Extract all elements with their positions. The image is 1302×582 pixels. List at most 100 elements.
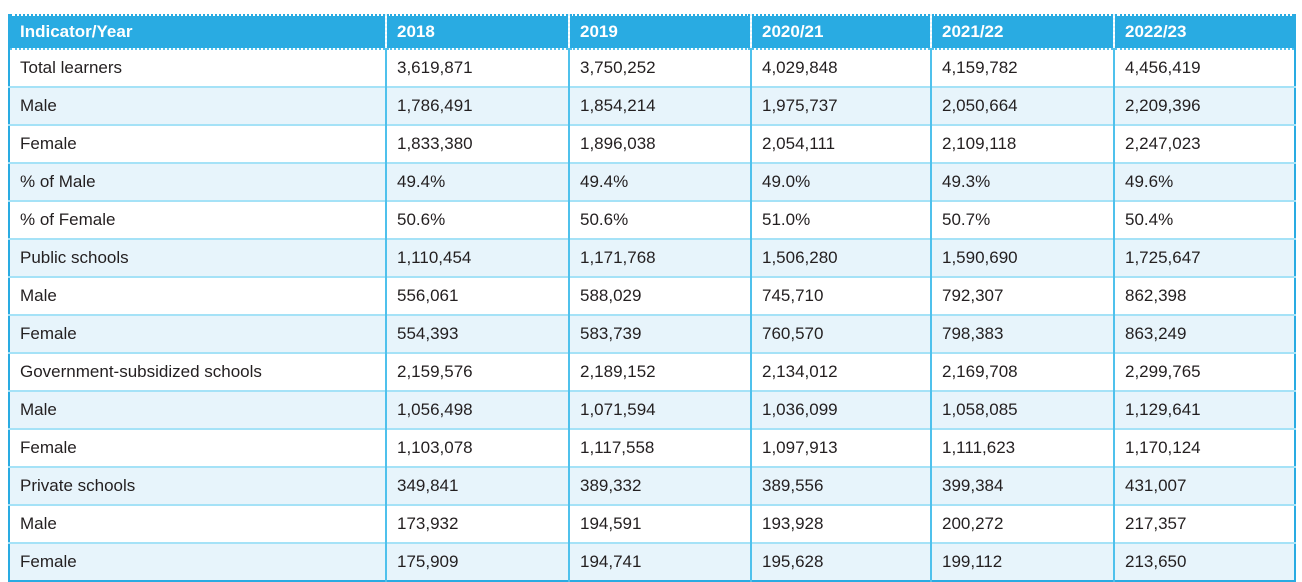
- indicator-cell: Female: [9, 428, 386, 467]
- value-cell: 862,398: [1113, 276, 1295, 315]
- indicator-cell: Male: [9, 390, 386, 429]
- value-cell: 760,570: [750, 314, 931, 353]
- value-cell: 1,110,454: [385, 238, 569, 277]
- value-cell: 792,307: [930, 276, 1114, 315]
- value-cell: 1,058,085: [930, 390, 1114, 429]
- value-cell: 2,159,576: [385, 352, 569, 391]
- value-cell: 1,833,380: [385, 124, 569, 163]
- value-cell: 193,928: [750, 504, 931, 543]
- indicator-cell: Female: [9, 124, 386, 163]
- value-cell: 583,739: [568, 314, 751, 353]
- value-cell: 1,129,641: [1113, 390, 1295, 429]
- value-cell: 349,841: [385, 466, 569, 505]
- value-cell: 175,909: [385, 542, 569, 581]
- indicator-cell: Female: [9, 542, 386, 581]
- value-cell: 199,112: [930, 542, 1114, 581]
- value-cell: 588,029: [568, 276, 751, 315]
- value-cell: 50.6%: [568, 200, 751, 239]
- table-row: Total learners 3,619,871 3,750,252 4,029,84…: [9, 49, 1295, 87]
- indicator-cell: Male: [9, 504, 386, 543]
- indicator-cell: Male: [9, 276, 386, 315]
- value-cell: 195,628: [750, 542, 931, 581]
- value-cell: 50.4%: [1113, 200, 1295, 239]
- value-cell: 49.4%: [385, 162, 569, 201]
- table-row: Female 1,833,380 1,896,038 2,054,111 2,109,1…: [9, 124, 1295, 163]
- value-cell: 2,054,111: [750, 124, 931, 163]
- value-cell: 431,007: [1113, 466, 1295, 505]
- indicator-cell: Private schools: [9, 466, 386, 505]
- value-cell: 1,036,099: [750, 390, 931, 429]
- value-cell: 389,556: [750, 466, 931, 505]
- value-cell: 194,741: [568, 542, 751, 581]
- value-cell: 1,056,498: [385, 390, 569, 429]
- value-cell: 1,071,594: [568, 390, 751, 429]
- value-cell: 194,591: [568, 504, 751, 543]
- column-header-2019: 2019: [568, 15, 751, 50]
- value-cell: 1,896,038: [568, 124, 751, 163]
- value-cell: 1,725,647: [1113, 238, 1295, 277]
- value-cell: 1,590,690: [930, 238, 1114, 277]
- table-row: % of Female 50.6% 50.6% 51.0% 50.7% 50.4%: [9, 200, 1295, 239]
- value-cell: 213,650: [1113, 542, 1295, 581]
- value-cell: 50.6%: [385, 200, 569, 239]
- value-cell: 217,357: [1113, 504, 1295, 543]
- value-cell: 4,029,848: [750, 49, 931, 87]
- value-cell: 745,710: [750, 276, 931, 315]
- table-row: % of Male 49.4% 49.4% 49.0% 49.3% 49.6%: [9, 162, 1295, 201]
- table-row: Public schools 1,110,454 1,171,768 1,506,28…: [9, 238, 1295, 277]
- value-cell: 3,619,871: [385, 49, 569, 87]
- table-row: Government-subsidized schools 2,159,576 2,…: [9, 352, 1295, 391]
- table-row: Male 1,056,498 1,071,594 1,036,099 1,058,085…: [9, 390, 1295, 429]
- value-cell: 2,050,664: [930, 86, 1114, 125]
- indicator-cell: Public schools: [9, 238, 386, 277]
- value-cell: 1,103,078: [385, 428, 569, 467]
- value-cell: 2,299,765: [1113, 352, 1295, 391]
- value-cell: 556,061: [385, 276, 569, 315]
- value-cell: 2,209,396: [1113, 86, 1295, 125]
- value-cell: 1,170,124: [1113, 428, 1295, 467]
- table-row: Female 1,103,078 1,117,558 1,097,913 1,111,6…: [9, 428, 1295, 467]
- table-row: Female 554,393 583,739 760,570 798,383 863,24…: [9, 314, 1295, 353]
- column-header-2021-22: 2021/22: [930, 15, 1114, 50]
- column-header-2020-21: 2020/21: [750, 15, 931, 50]
- indicator-cell: Male: [9, 86, 386, 125]
- value-cell: 798,383: [930, 314, 1114, 353]
- indicator-cell: Government-subsidized schools: [9, 352, 386, 391]
- header-row: Indicator/Year 2018 2019 2020/21 2021/22…: [9, 15, 1295, 50]
- table-row: Male 1,786,491 1,854,214 1,975,737 2,050,664…: [9, 86, 1295, 125]
- column-header-2018: 2018: [385, 15, 569, 50]
- value-cell: 2,247,023: [1113, 124, 1295, 163]
- value-cell: 389,332: [568, 466, 751, 505]
- table-row: Male 556,061 588,029 745,710 792,307 862,398: [9, 276, 1295, 315]
- learners-table-container: Indicator/Year 2018 2019 2020/21 2021/22…: [8, 14, 1296, 582]
- value-cell: 200,272: [930, 504, 1114, 543]
- value-cell: 1,975,737: [750, 86, 931, 125]
- value-cell: 1,506,280: [750, 238, 931, 277]
- value-cell: 49.3%: [930, 162, 1114, 201]
- table-row: Female 175,909 194,741 195,628 199,112 213,65…: [9, 542, 1295, 581]
- value-cell: 1,117,558: [568, 428, 751, 467]
- indicator-cell: % of Female: [9, 200, 386, 239]
- value-cell: 2,109,118: [930, 124, 1114, 163]
- value-cell: 399,384: [930, 466, 1114, 505]
- value-cell: 1,786,491: [385, 86, 569, 125]
- value-cell: 1,111,623: [930, 428, 1114, 467]
- value-cell: 49.0%: [750, 162, 931, 201]
- column-header-indicator-year: Indicator/Year: [9, 15, 386, 50]
- column-header-2022-23: 2022/23: [1113, 15, 1295, 50]
- value-cell: 3,750,252: [568, 49, 751, 87]
- table-header: Indicator/Year 2018 2019 2020/21 2021/22…: [9, 15, 1295, 50]
- value-cell: 554,393: [385, 314, 569, 353]
- value-cell: 51.0%: [750, 200, 931, 239]
- value-cell: 49.6%: [1113, 162, 1295, 201]
- value-cell: 1,854,214: [568, 86, 751, 125]
- indicator-cell: Total learners: [20, 58, 123, 77]
- value-cell: 4,456,419: [1113, 49, 1295, 87]
- table-row: Private schools 349,841 389,332 389,556 399,…: [9, 466, 1295, 505]
- value-cell: 863,249: [1113, 314, 1295, 353]
- value-cell: 49.4%: [568, 162, 751, 201]
- value-cell: 1,171,768: [568, 238, 751, 277]
- value-cell: 2,134,012: [750, 352, 931, 391]
- table-body: Total learners 3,619,871 3,750,252 4,029,84…: [9, 49, 1295, 581]
- value-cell: 2,169,708: [930, 352, 1114, 391]
